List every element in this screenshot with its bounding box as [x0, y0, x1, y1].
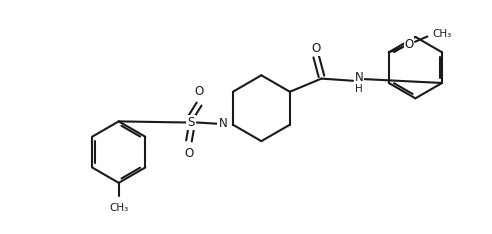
Text: O: O — [404, 38, 414, 51]
Text: N: N — [355, 71, 364, 84]
Text: S: S — [187, 116, 195, 129]
Text: O: O — [184, 147, 193, 160]
Text: N: N — [219, 117, 228, 130]
Text: O: O — [194, 85, 204, 98]
Text: H: H — [355, 84, 363, 94]
Text: O: O — [311, 42, 321, 55]
Text: CH₃: CH₃ — [432, 29, 452, 39]
Text: CH₃: CH₃ — [109, 203, 128, 212]
